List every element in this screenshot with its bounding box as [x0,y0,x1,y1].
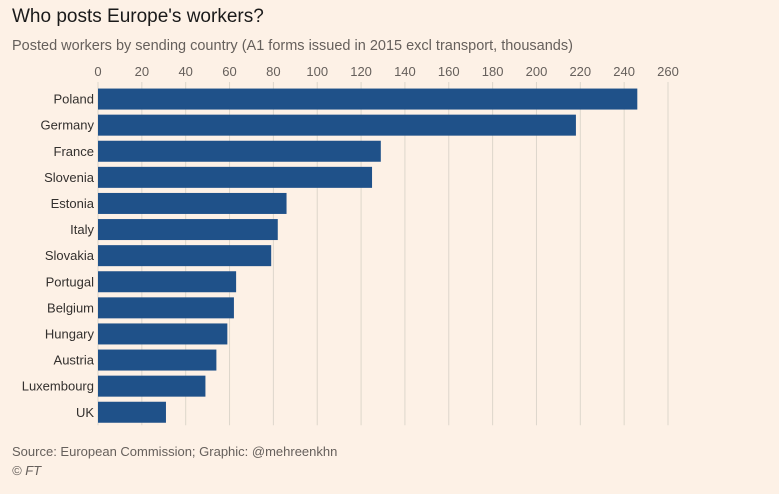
bar-luxembourg [98,375,206,397]
category-label: Hungary [45,326,95,341]
x-axis-ticks: 0 20 40 60 80 100 120 140 160 180 200 220 240 260 [94,64,678,79]
x-tick-label: 240 [613,64,635,79]
bar-belgium [98,297,234,319]
x-tick-label: 20 [135,64,149,79]
category-label: Italy [70,222,94,237]
category-label: Belgium [47,300,94,315]
category-label: France [54,144,94,159]
bar-slovenia [98,166,373,188]
bar-austria [98,349,217,371]
category-label: Austria [54,353,95,368]
bar-uk [98,401,166,423]
bar-france [98,140,381,162]
chart-title: Who posts Europe's workers? [12,6,264,27]
x-tick-label: 60 [222,64,236,79]
x-tick-label: 120 [350,64,372,79]
category-label: Luxembourg [22,379,94,394]
bar-italy [98,219,278,241]
x-tick-label: 0 [94,64,101,79]
x-tick-label: 140 [394,64,416,79]
bar-slovakia [98,245,272,267]
category-label: Estonia [51,196,95,211]
x-tick-label: 160 [438,64,460,79]
bar-estonia [98,192,287,214]
bar-poland [98,88,638,110]
x-tick-label: 200 [526,64,548,79]
category-label: UK [76,405,94,420]
chart-footer: Source: European Commission; Graphic: @m… [12,442,337,480]
x-tick-label: 40 [178,64,192,79]
bar-hungary [98,323,228,345]
category-label: Portugal [46,274,95,289]
bar-germany [98,114,576,136]
x-tick-label: 100 [306,64,328,79]
category-label: Poland [54,92,94,107]
bar-portugal [98,271,237,293]
x-tick-label: 180 [482,64,504,79]
chart-subtitle: Posted workers by sending country (A1 fo… [12,38,573,54]
category-labels: Poland Germany France Slovenia Estonia Italy S… [22,92,95,420]
category-label: Germany [41,118,95,133]
x-tick-label: 80 [266,64,280,79]
source-note: Source: European Commission; Graphic: @m… [12,444,338,459]
category-label: Slovakia [45,248,95,263]
x-tick-label: 220 [569,64,591,79]
bar-chart: 0 20 40 60 80 100 120 140 160 180 200 220 240 260 Pol… [22,64,679,426]
x-tick-label: 260 [657,64,679,79]
bars [98,88,638,423]
copyright-note: © FT [12,463,42,478]
category-label: Slovenia [44,170,95,185]
